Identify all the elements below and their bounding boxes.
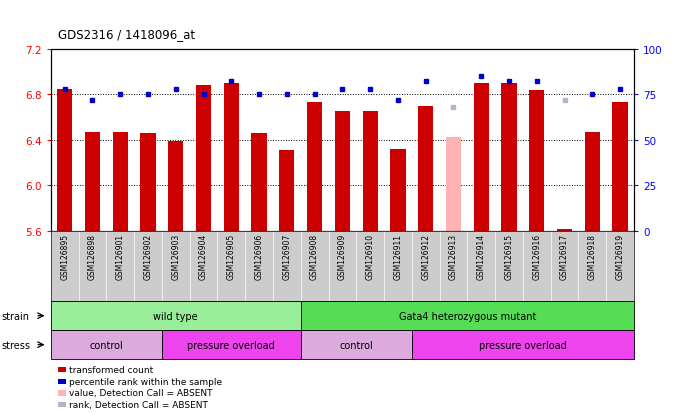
Bar [196, 86, 211, 231]
Bar [113, 133, 128, 231]
Text: rank, Detection Call = ABSENT: rank, Detection Call = ABSENT [69, 400, 208, 409]
Text: GSM126912: GSM126912 [421, 233, 430, 279]
Text: GSM126906: GSM126906 [255, 233, 264, 280]
Text: pressure overload: pressure overload [479, 340, 567, 350]
Bar [168, 142, 184, 231]
Bar [391, 150, 405, 231]
Text: strain: strain [1, 311, 29, 321]
Text: GSM126895: GSM126895 [60, 233, 69, 280]
Bar [252, 134, 266, 231]
Bar [57, 89, 73, 231]
Text: GSM126907: GSM126907 [282, 233, 292, 280]
Text: stress: stress [1, 340, 31, 350]
Text: control: control [89, 340, 123, 350]
Bar [301, 330, 412, 359]
Text: GSM126914: GSM126914 [477, 233, 485, 280]
Text: Gata4 heterozygous mutant: Gata4 heterozygous mutant [399, 311, 536, 321]
Bar [446, 138, 461, 231]
Text: transformed count: transformed count [69, 365, 153, 374]
Text: GSM126908: GSM126908 [310, 233, 319, 280]
Bar [307, 103, 322, 231]
Bar [51, 330, 162, 359]
Text: GSM126905: GSM126905 [227, 233, 236, 280]
Text: GSM126909: GSM126909 [338, 233, 347, 280]
Text: GSM126902: GSM126902 [144, 233, 153, 280]
Bar [51, 301, 301, 330]
Bar [557, 229, 572, 231]
Text: GSM126903: GSM126903 [172, 233, 180, 280]
Text: GSM126915: GSM126915 [504, 233, 513, 280]
Text: GSM126916: GSM126916 [532, 233, 541, 280]
Text: control: control [340, 340, 373, 350]
Text: GSM126898: GSM126898 [88, 233, 97, 279]
Bar [279, 151, 294, 231]
Bar [473, 83, 489, 231]
Bar [584, 133, 600, 231]
Text: value, Detection Call = ABSENT: value, Detection Call = ABSENT [69, 388, 213, 397]
Bar [529, 90, 544, 231]
Text: GSM126918: GSM126918 [588, 233, 597, 279]
Text: GSM126904: GSM126904 [199, 233, 208, 280]
Text: wild type: wild type [153, 311, 198, 321]
Text: GSM126913: GSM126913 [449, 233, 458, 280]
Text: GSM126917: GSM126917 [560, 233, 569, 280]
Bar [335, 112, 350, 231]
Text: GDS2316 / 1418096_at: GDS2316 / 1418096_at [58, 28, 195, 41]
Bar [224, 83, 239, 231]
Bar [162, 330, 301, 359]
Bar [412, 330, 634, 359]
Text: percentile rank within the sample: percentile rank within the sample [69, 377, 222, 386]
Text: GSM126919: GSM126919 [616, 233, 624, 280]
Bar [418, 106, 433, 231]
Bar [363, 112, 378, 231]
Text: GSM126901: GSM126901 [116, 233, 125, 280]
Text: GSM126910: GSM126910 [365, 233, 375, 280]
Text: GSM126911: GSM126911 [393, 233, 403, 279]
Bar [612, 103, 628, 231]
Bar [301, 301, 634, 330]
Bar [140, 134, 156, 231]
Bar [85, 133, 100, 231]
Text: pressure overload: pressure overload [187, 340, 275, 350]
Bar [501, 83, 517, 231]
